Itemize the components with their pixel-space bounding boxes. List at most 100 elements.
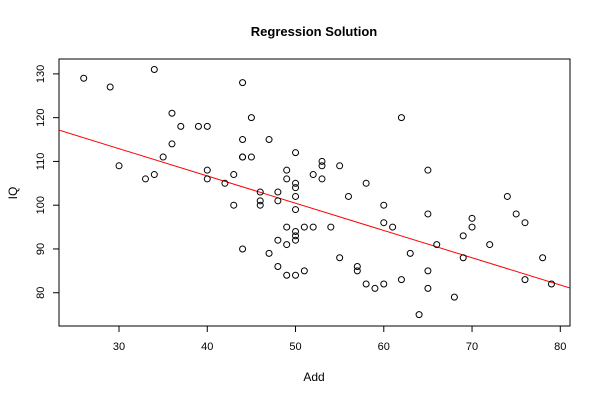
- plot-frame: [58, 58, 571, 327]
- data-point: [256, 201, 264, 209]
- data-point: [230, 201, 238, 209]
- data-point: [459, 254, 467, 262]
- data-point: [539, 254, 547, 262]
- data-point: [415, 311, 423, 319]
- data-point: [353, 262, 361, 270]
- data-point: [177, 122, 185, 130]
- data-point: [292, 179, 300, 187]
- data-point: [265, 136, 273, 144]
- data-point: [256, 188, 264, 196]
- data-point: [150, 66, 158, 74]
- data-point: [150, 171, 158, 179]
- data-point: [327, 223, 335, 231]
- data-point: [221, 179, 229, 187]
- data-point: [80, 74, 88, 82]
- data-point: [203, 175, 211, 183]
- data-point: [300, 267, 308, 275]
- data-point: [194, 122, 202, 130]
- data-point: [468, 223, 476, 231]
- y-tick-label: 80: [35, 287, 47, 299]
- y-axis-label: IQ: [6, 187, 20, 200]
- data-point: [380, 201, 388, 209]
- data-point: [450, 293, 458, 301]
- data-point: [283, 166, 291, 174]
- data-point: [168, 109, 176, 117]
- data-point: [239, 245, 247, 253]
- data-point: [353, 267, 361, 275]
- data-point: [318, 157, 326, 165]
- y-tick-label: 120: [35, 108, 47, 126]
- points-layer: [80, 66, 555, 319]
- data-point: [292, 192, 300, 200]
- regression-line: [59, 129, 570, 289]
- data-point: [521, 219, 529, 227]
- data-point: [203, 122, 211, 130]
- data-point: [247, 153, 255, 161]
- y-tick-label: 100: [35, 196, 47, 214]
- data-point: [274, 188, 282, 196]
- data-point: [433, 241, 441, 249]
- data-point: [274, 262, 282, 270]
- data-point: [512, 210, 520, 218]
- data-point: [274, 236, 282, 244]
- data-point: [380, 280, 388, 288]
- x-tick-label: 80: [554, 341, 566, 353]
- x-axis-label: Add: [303, 370, 324, 384]
- data-point: [115, 162, 123, 170]
- data-point: [265, 249, 273, 257]
- data-point: [547, 280, 555, 288]
- x-tick-label: 60: [378, 341, 390, 353]
- data-point: [371, 284, 379, 292]
- data-point: [292, 227, 300, 235]
- x-tick-label: 70: [466, 341, 478, 353]
- data-point: [106, 83, 114, 91]
- data-point: [256, 197, 264, 205]
- data-point: [283, 175, 291, 183]
- y-tick-label: 110: [35, 153, 47, 171]
- data-point: [336, 162, 344, 170]
- data-point: [424, 267, 432, 275]
- y-tick-label: 130: [35, 65, 47, 83]
- data-point: [203, 166, 211, 174]
- data-point: [424, 210, 432, 218]
- data-point: [141, 175, 149, 183]
- data-point: [300, 223, 308, 231]
- data-point: [283, 241, 291, 249]
- data-point: [318, 175, 326, 183]
- data-point: [168, 140, 176, 148]
- chart-title: Regression Solution: [251, 24, 377, 39]
- data-point: [292, 271, 300, 279]
- data-point: [344, 192, 352, 200]
- data-point: [521, 276, 529, 284]
- data-point: [424, 284, 432, 292]
- data-point: [389, 223, 397, 231]
- data-point: [292, 184, 300, 192]
- data-point: [336, 254, 344, 262]
- data-point: [380, 219, 388, 227]
- data-point: [318, 162, 326, 170]
- data-point: [292, 236, 300, 244]
- data-point: [309, 223, 317, 231]
- data-point: [283, 271, 291, 279]
- x-axis: 30 40 50 60 70 80: [113, 326, 566, 353]
- data-point: [397, 276, 405, 284]
- y-axis: 80 90 100 110 120 130: [35, 65, 59, 299]
- data-point: [292, 232, 300, 240]
- data-point: [274, 197, 282, 205]
- data-point: [239, 136, 247, 144]
- data-point: [503, 192, 511, 200]
- data-point: [230, 171, 238, 179]
- regression-layer: [59, 129, 570, 289]
- data-point: [292, 206, 300, 214]
- x-tick-label: 40: [201, 341, 213, 353]
- data-point: [362, 179, 370, 187]
- data-point: [309, 171, 317, 179]
- data-point: [239, 79, 247, 87]
- data-point: [459, 232, 467, 240]
- data-point: [468, 214, 476, 222]
- data-point: [247, 114, 255, 122]
- data-point: [424, 166, 432, 174]
- data-point: [283, 223, 291, 231]
- data-point: [486, 241, 494, 249]
